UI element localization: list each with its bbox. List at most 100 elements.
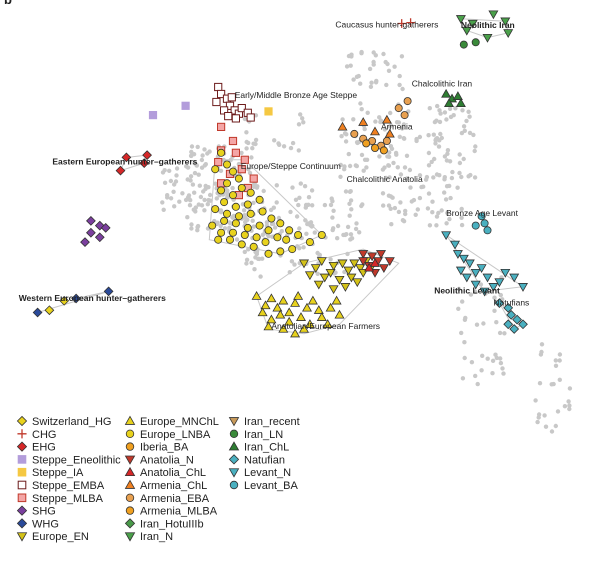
background-point xyxy=(338,162,343,168)
data-point xyxy=(461,26,472,36)
data-point xyxy=(358,117,369,126)
data-point xyxy=(267,214,276,223)
background-point xyxy=(364,165,369,170)
background-point xyxy=(462,128,467,133)
background-point xyxy=(430,210,435,215)
data-point xyxy=(503,303,514,313)
background-point xyxy=(386,154,392,159)
data-point xyxy=(278,295,289,305)
data-point xyxy=(237,165,246,174)
background-point xyxy=(455,185,460,190)
data-point xyxy=(278,323,289,333)
background-point xyxy=(301,120,306,125)
data-point xyxy=(334,275,345,285)
background-point xyxy=(199,157,205,163)
background-point xyxy=(444,221,449,226)
data-point xyxy=(325,268,336,278)
data-point xyxy=(264,249,273,258)
background-point xyxy=(414,136,419,142)
data-point xyxy=(86,216,96,226)
background-point xyxy=(427,223,433,228)
background-point xyxy=(419,184,424,190)
background-point xyxy=(466,174,471,179)
data-point xyxy=(313,280,324,290)
background-point xyxy=(304,231,309,236)
background-point xyxy=(543,424,549,429)
data-point xyxy=(234,174,243,183)
background-point xyxy=(165,193,170,198)
background-point xyxy=(407,167,413,173)
data-point xyxy=(403,97,412,106)
data-point xyxy=(251,290,262,300)
background-point xyxy=(460,108,465,113)
background-point xyxy=(244,130,249,135)
background-point xyxy=(469,360,475,365)
data-point xyxy=(264,226,273,235)
data-point xyxy=(494,278,505,288)
data-point xyxy=(452,250,463,259)
data-point xyxy=(455,266,466,276)
background-point xyxy=(537,381,543,386)
data-point xyxy=(220,216,229,225)
legend-label: EHG xyxy=(32,442,56,454)
background-point xyxy=(426,133,431,138)
background-point xyxy=(367,66,373,72)
legend-label: CHG xyxy=(32,429,56,441)
background-point xyxy=(536,412,542,417)
background-point xyxy=(396,120,402,125)
background-point xyxy=(222,226,228,231)
data-point xyxy=(282,235,291,244)
background-point xyxy=(553,423,558,429)
background-point xyxy=(388,110,393,116)
data-point xyxy=(364,262,375,272)
data-point xyxy=(273,233,282,242)
background-point xyxy=(431,175,436,180)
background-point xyxy=(368,84,374,90)
background-point xyxy=(227,225,232,230)
background-point xyxy=(392,64,397,69)
background-point xyxy=(426,191,432,196)
data-point xyxy=(406,18,415,27)
data-point xyxy=(208,221,217,230)
background-point xyxy=(485,356,490,361)
background-point xyxy=(358,101,363,106)
data-point xyxy=(307,295,318,305)
background-point xyxy=(328,257,333,262)
panel-letter: b xyxy=(4,0,12,7)
background-point xyxy=(401,122,407,127)
data-point xyxy=(224,112,233,121)
data-point xyxy=(379,146,388,155)
background-point xyxy=(384,82,389,88)
data-point xyxy=(115,165,126,176)
background-point xyxy=(498,356,503,361)
data-point xyxy=(337,121,348,131)
background-point xyxy=(201,189,206,194)
background-point xyxy=(450,169,455,175)
data-point xyxy=(517,283,529,292)
background-point xyxy=(373,80,379,85)
background-point xyxy=(457,152,462,157)
legend-marker xyxy=(16,518,28,529)
background-point xyxy=(437,108,442,113)
legend-marker xyxy=(16,441,28,452)
data-point xyxy=(369,126,381,136)
background-point xyxy=(358,81,363,86)
background-point xyxy=(425,206,431,211)
data-point xyxy=(443,98,455,108)
data-point xyxy=(284,307,295,317)
background-point xyxy=(301,245,306,250)
background-point xyxy=(442,190,447,195)
background-point xyxy=(460,299,465,304)
background-point xyxy=(202,147,207,152)
data-point xyxy=(222,179,231,188)
background-point xyxy=(457,160,463,166)
background-point xyxy=(281,144,287,149)
background-point xyxy=(347,189,353,194)
background-point xyxy=(252,267,257,272)
background-point xyxy=(303,202,309,208)
data-point xyxy=(217,89,226,99)
background-point xyxy=(381,51,386,57)
data-point xyxy=(285,226,294,235)
background-point xyxy=(251,200,256,205)
data-point xyxy=(231,202,240,211)
